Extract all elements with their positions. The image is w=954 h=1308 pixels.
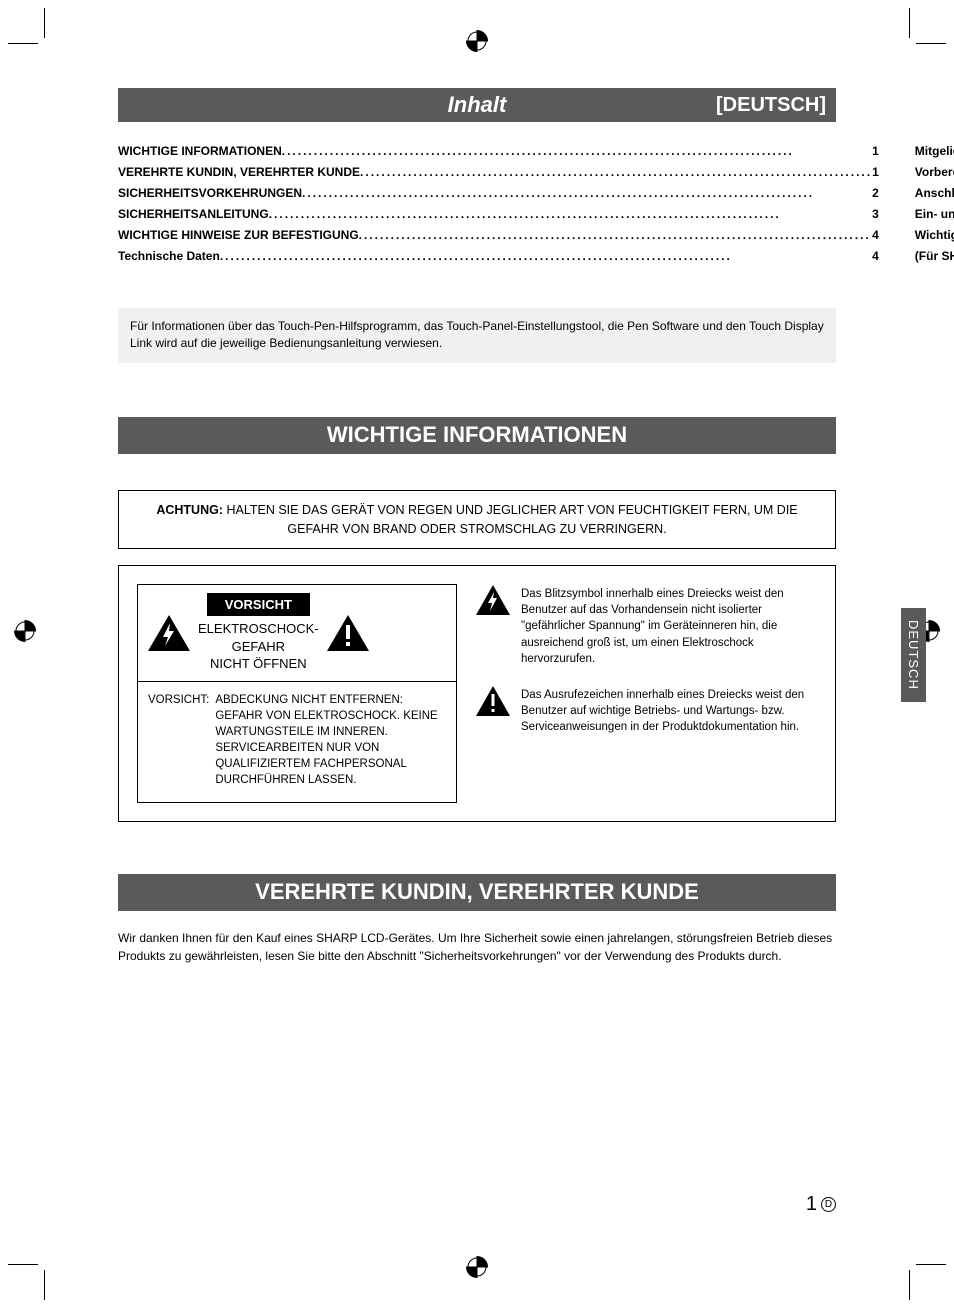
info-note-box: Für Informationen über das Touch-Pen-Hil… — [118, 308, 836, 363]
caution-panel: VORSICHT ELEKTROSCHOCK- GEFAHR NICHT ÖFF… — [118, 565, 836, 822]
bolt-triangle-icon — [475, 584, 511, 616]
toc-label: Vorbereitung der Fernbedienung und von T… — [915, 165, 954, 179]
toc-entry: Technische Daten 4 — [118, 249, 879, 263]
toc-entry: Vorbereitung der Fernbedienung und von T… — [915, 165, 954, 179]
toc-entry: (Für SHARP-Händler und Servicetechniker)… — [915, 249, 954, 263]
section-dear-customer: VEREHRTE KUNDIN, VEREHRTER KUNDE — [118, 874, 836, 911]
vorsicht-card: VORSICHT ELEKTROSCHOCK- GEFAHR NICHT ÖFF… — [137, 584, 457, 803]
registration-mark-icon — [14, 620, 36, 642]
toc-entry: Ein- und ausschalten7 — [915, 207, 954, 221]
toc-page: 2 — [872, 186, 879, 200]
achtung-text: HALTEN SIE DAS GERÄT VON REGEN UND JEGLI… — [226, 503, 797, 536]
registration-mark-icon — [466, 30, 488, 52]
toc-label: WICHTIGE INFORMATIONEN — [118, 144, 282, 158]
vorsicht-bottom-text: ABDECKUNG NICHT ENTFERNEN: GEFAHR VON EL… — [215, 692, 446, 789]
toc-page: 1 — [872, 144, 879, 158]
vorsicht-bottom-label: VORSICHT: — [148, 692, 215, 789]
exclamation-triangle-icon — [325, 613, 371, 653]
toc-left-column: WICHTIGE INFORMATIONEN1VEREHRTE KUNDIN, … — [118, 144, 879, 270]
toc-label: Technische Daten — [118, 249, 220, 263]
toc-label: (Für SHARP-Händler und Servicetechniker) — [915, 249, 954, 263]
section-important-info: WICHTIGE INFORMATIONEN — [118, 417, 836, 454]
thank-you-text: Wir danken Ihnen für den Kauf eines SHAR… — [118, 929, 836, 965]
toc-label: VEREHRTE KUNDIN, VEREHRTER KUNDE — [118, 165, 360, 179]
toc-dots — [282, 144, 872, 158]
page-number-value: 1 — [806, 1193, 817, 1216]
achtung-warning-box: ACHTUNG: HALTEN SIE DAS GERÄT VON REGEN … — [118, 490, 836, 550]
achtung-label: ACHTUNG: — [156, 503, 223, 517]
toc-dots — [302, 186, 872, 200]
toc-entry: WICHTIGE HINWEISE ZUR BEFESTIGUNG 4 — [118, 228, 879, 242]
exclamation-explanation: Das Ausrufezeichen innerhalb eines Dreie… — [475, 685, 817, 735]
toc-entry: Wichtige Hinweise zur Befestigung — [915, 228, 954, 242]
vorsicht-title: VORSICHT — [207, 593, 310, 616]
toc-entry: WICHTIGE INFORMATIONEN 1 — [118, 144, 879, 158]
contents-header-bar: Inhalt [DEUTSCH] — [118, 88, 836, 122]
toc-label: SICHERHEITSVORKEHRUNGEN — [118, 186, 302, 200]
contents-title: Inhalt — [448, 88, 507, 122]
toc-label: Ein- und ausschalten — [915, 207, 954, 221]
toc-label: SICHERHEITSANLEITUNG — [118, 207, 269, 221]
exclamation-explanation-text: Das Ausrufezeichen innerhalb eines Dreie… — [521, 685, 817, 735]
toc-entry: VEREHRTE KUNDIN, VEREHRTER KUNDE 1 — [118, 165, 879, 179]
toc-label: Mitgelieferte Komponenten — [915, 144, 954, 158]
bolt-explanation-text: Das Blitzsymbol innerhalb eines Dreiecks… — [521, 584, 817, 666]
table-of-contents: WICHTIGE INFORMATIONEN1VEREHRTE KUNDIN, … — [118, 144, 836, 270]
toc-label: WICHTIGE HINWEISE ZUR BEFESTIGUNG — [118, 228, 359, 242]
page-body: Inhalt [DEUTSCH] WICHTIGE INFORMATIONEN1… — [118, 88, 836, 965]
toc-entry: SICHERHEITSVORKEHRUNGEN 2 — [118, 186, 879, 200]
registration-mark-icon — [466, 1256, 488, 1278]
toc-entry: SICHERHEITSANLEITUNG 3 — [118, 207, 879, 221]
toc-dots — [269, 207, 872, 221]
contents-language: [DEUTSCH] — [716, 88, 826, 122]
toc-page: 3 — [872, 207, 879, 221]
vorsicht-line1: ELEKTROSCHOCK- — [198, 620, 319, 638]
page-number: 1 D — [806, 1193, 836, 1216]
toc-label: Wichtige Hinweise zur Befestigung — [915, 228, 954, 242]
toc-page: 4 — [872, 228, 879, 242]
page-lang-mark: D — [821, 1197, 836, 1212]
toc-entry: Mitgelieferte Komponenten5 — [915, 144, 954, 158]
vorsicht-line2: GEFAHR — [198, 638, 319, 656]
toc-dots — [360, 165, 872, 179]
language-side-tab: DEUTSCH — [901, 608, 926, 702]
toc-dots — [220, 249, 872, 263]
bolt-triangle-icon — [146, 613, 192, 653]
bolt-explanation: Das Blitzsymbol innerhalb eines Dreiecks… — [475, 584, 817, 666]
toc-dots — [359, 228, 872, 242]
vorsicht-line3: NICHT ÖFFNEN — [198, 655, 319, 673]
toc-right-column: Mitgelieferte Komponenten5 Vorbereitung d… — [915, 144, 954, 270]
exclamation-triangle-icon — [475, 685, 511, 717]
toc-entry: Anschlüsse6 — [915, 186, 954, 200]
toc-page: 1 — [872, 165, 879, 179]
toc-label: Anschlüsse — [915, 186, 954, 200]
toc-page: 4 — [872, 249, 879, 263]
